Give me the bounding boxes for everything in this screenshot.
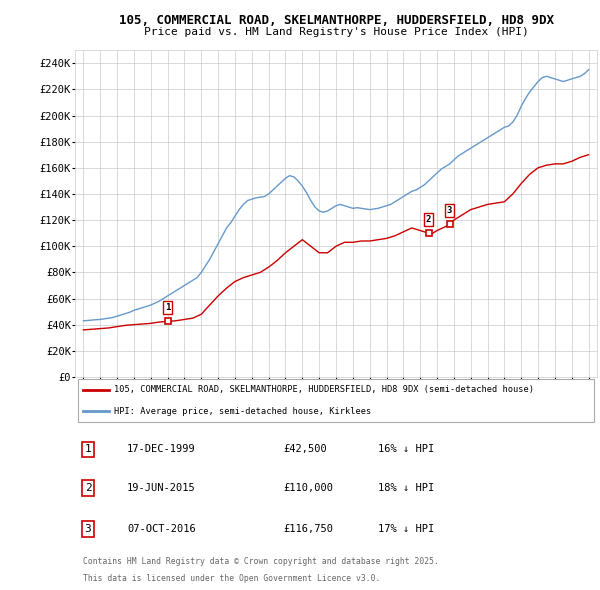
Text: 1: 1 [165, 303, 170, 312]
Text: 17% ↓ HPI: 17% ↓ HPI [378, 524, 434, 534]
Text: 3: 3 [85, 524, 91, 534]
Text: 17-DEC-1999: 17-DEC-1999 [127, 444, 196, 454]
Text: £116,750: £116,750 [284, 524, 334, 534]
Text: 19-JUN-2015: 19-JUN-2015 [127, 483, 196, 493]
Text: 16% ↓ HPI: 16% ↓ HPI [378, 444, 434, 454]
Text: This data is licensed under the Open Government Licence v3.0.: This data is licensed under the Open Gov… [83, 574, 380, 583]
Text: £110,000: £110,000 [284, 483, 334, 493]
Text: 07-OCT-2016: 07-OCT-2016 [127, 524, 196, 534]
Text: HPI: Average price, semi-detached house, Kirklees: HPI: Average price, semi-detached house,… [114, 407, 371, 415]
Text: Price paid vs. HM Land Registry's House Price Index (HPI): Price paid vs. HM Land Registry's House … [143, 28, 529, 37]
Text: 105, COMMERCIAL ROAD, SKELMANTHORPE, HUDDERSFIELD, HD8 9DX: 105, COMMERCIAL ROAD, SKELMANTHORPE, HUD… [119, 14, 554, 27]
Text: 3: 3 [447, 206, 452, 215]
Text: £42,500: £42,500 [284, 444, 328, 454]
Text: 1: 1 [85, 444, 91, 454]
Text: 2: 2 [85, 483, 91, 493]
Text: 18% ↓ HPI: 18% ↓ HPI [378, 483, 434, 493]
FancyBboxPatch shape [77, 379, 595, 422]
Text: 2: 2 [426, 215, 431, 224]
Text: 105, COMMERCIAL ROAD, SKELMANTHORPE, HUDDERSFIELD, HD8 9DX (semi-detached house): 105, COMMERCIAL ROAD, SKELMANTHORPE, HUD… [114, 385, 534, 394]
Text: Contains HM Land Registry data © Crown copyright and database right 2025.: Contains HM Land Registry data © Crown c… [83, 558, 439, 566]
